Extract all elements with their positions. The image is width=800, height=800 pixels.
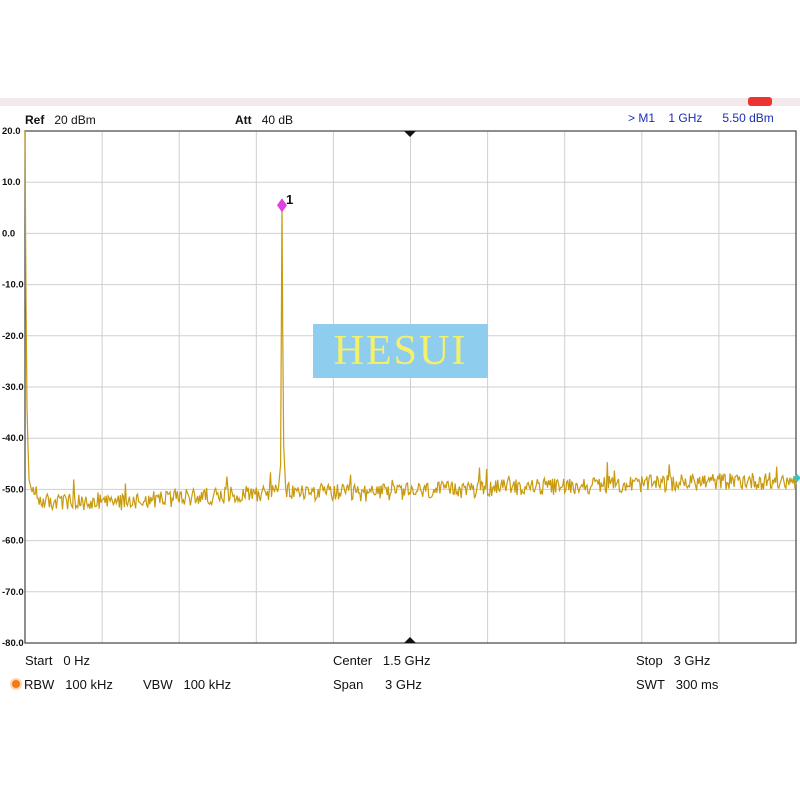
start-value: 0 Hz xyxy=(63,653,91,668)
swt-value: 300 ms xyxy=(675,677,719,692)
watermark: HESUI xyxy=(313,324,488,378)
center-freq[interactable]: Center 1.5 GHz xyxy=(333,653,431,668)
stop-freq[interactable]: Stop 3 GHz xyxy=(636,653,710,668)
y-tick-label: -10.0 xyxy=(2,280,24,291)
center-top-marker-icon xyxy=(404,131,416,137)
grid xyxy=(25,130,796,644)
marker-1-diamond[interactable] xyxy=(277,198,287,213)
span-label: Span xyxy=(333,677,364,692)
y-tick-label: 20.0 xyxy=(2,126,21,137)
status-flag-icon xyxy=(748,97,772,106)
y-tick-label: -60.0 xyxy=(2,536,24,547)
y-tick-label: -20.0 xyxy=(2,331,24,342)
marker-level: 5.50 dBm xyxy=(722,111,774,125)
vbw-value: 100 kHz xyxy=(183,677,232,692)
ref-level[interactable]: Ref 20 dBm xyxy=(25,113,96,127)
center-label: Center xyxy=(333,653,373,668)
rbw-value: 100 kHz xyxy=(65,677,113,692)
y-tick-label: -40.0 xyxy=(2,433,24,444)
y-tick-label: -70.0 xyxy=(2,587,24,598)
span[interactable]: Span 3 GHz xyxy=(333,677,422,692)
sweep-time[interactable]: SWT 300 ms xyxy=(636,677,718,692)
right-edge-marker-icon xyxy=(793,474,800,482)
span-value: 3 GHz xyxy=(385,677,422,692)
marker-id: > M1 xyxy=(628,111,656,125)
start-freq[interactable]: Start 0 Hz xyxy=(25,653,90,668)
vbw-label: VBW xyxy=(143,677,173,692)
y-tick-label: -80.0 xyxy=(2,638,24,649)
stop-value: 3 GHz xyxy=(673,653,711,668)
attenuation[interactable]: Att 40 dB xyxy=(235,113,293,127)
start-label: Start xyxy=(25,653,53,668)
top-status-strip xyxy=(0,97,800,106)
rbw[interactable]: RBW 100 kHz xyxy=(12,677,113,692)
y-tick-label: -30.0 xyxy=(2,382,24,393)
marker-freq: 1 GHz xyxy=(668,111,703,125)
y-axis-ticks: 20.0 10.0 0.0 -10.0 -20.0 -30.0 -40.0 -50.0 -60.… xyxy=(2,126,24,649)
center-bottom-marker-icon xyxy=(404,637,416,643)
y-tick-label: -50.0 xyxy=(2,484,24,495)
att-value: 40 dB xyxy=(261,113,294,127)
swt-label: SWT xyxy=(636,677,665,692)
spectrum-trace xyxy=(24,130,797,512)
y-tick-label: 10.0 xyxy=(2,177,21,188)
rbw-label: RBW xyxy=(24,677,55,692)
y-tick-label: 0.0 xyxy=(2,228,15,239)
rbw-indicator-icon xyxy=(12,680,20,688)
stop-label: Stop xyxy=(636,653,663,668)
att-label: Att xyxy=(235,113,252,127)
ref-label: Ref xyxy=(25,113,45,127)
ref-value: 20 dBm xyxy=(54,113,96,127)
marker-readout[interactable]: > M1 1 GHz 5.50 dBm xyxy=(628,111,774,125)
marker-1-label: 1 xyxy=(286,192,293,207)
vbw[interactable]: VBW 100 kHz xyxy=(143,677,231,692)
center-value: 1.5 GHz xyxy=(382,653,431,668)
